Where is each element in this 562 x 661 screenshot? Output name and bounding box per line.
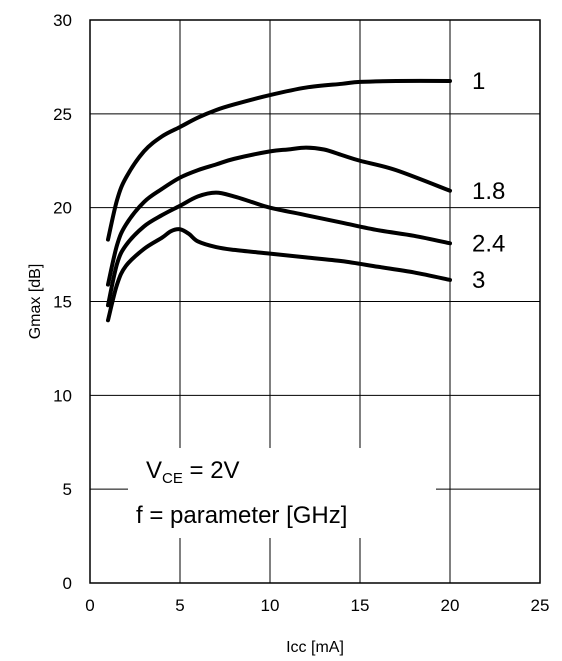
annotation-vce-main: V [146,457,162,484]
y-tick-label-3: 15 [53,293,72,312]
x-tick-label-0: 0 [85,596,94,615]
series-line-1.8 [106,145,452,287]
y-tick-label-4: 20 [53,199,72,218]
series-line-1 [106,78,452,242]
annotation-vce: VCE = 2V [146,457,240,487]
series-label-1.8: 1.8 [472,178,505,205]
y-axis-label: Gmax [dB] [27,264,44,340]
y-tick-labels: 0 5 10 15 20 25 30 [53,11,72,593]
series-label-2.4: 2.4 [472,230,505,257]
annotation-vce-subscript: CE [162,470,183,487]
y-tick-label-6: 30 [53,11,72,30]
series-line-3 [106,227,452,323]
y-tick-label-0: 0 [63,574,72,593]
series-line-2.4 [106,190,452,308]
series-label-1: 1 [472,68,485,95]
annotation-vce-value: = 2V [183,457,240,484]
series-labels: 1 1.8 2.4 3 [464,60,512,294]
series-label-bg-1.8 [464,170,512,203]
x-tick-label-2: 10 [261,596,280,615]
plot-frame [89,19,541,584]
x-tick-label-1: 5 [175,596,184,615]
x-axis-label: Icc [mA] [286,639,344,656]
y-tick-label-5: 25 [53,105,72,124]
annotation-frequency-parameter: f = parameter [GHz] [136,502,347,529]
series-label-bg-2.4 [464,223,512,256]
x-tick-label-5: 25 [531,596,550,615]
annotation-box [128,448,436,538]
series-curves [106,78,452,323]
series-label-3: 3 [472,267,485,294]
series-label-bg-1 [464,60,492,93]
x-tick-label-3: 15 [351,596,370,615]
x-tick-labels: 0 5 10 15 20 25 [85,596,549,615]
y-tick-label-2: 10 [53,386,72,405]
series-label-bg-3 [464,259,492,292]
y-tick-label-1: 5 [63,480,72,499]
x-tick-label-4: 20 [441,596,460,615]
